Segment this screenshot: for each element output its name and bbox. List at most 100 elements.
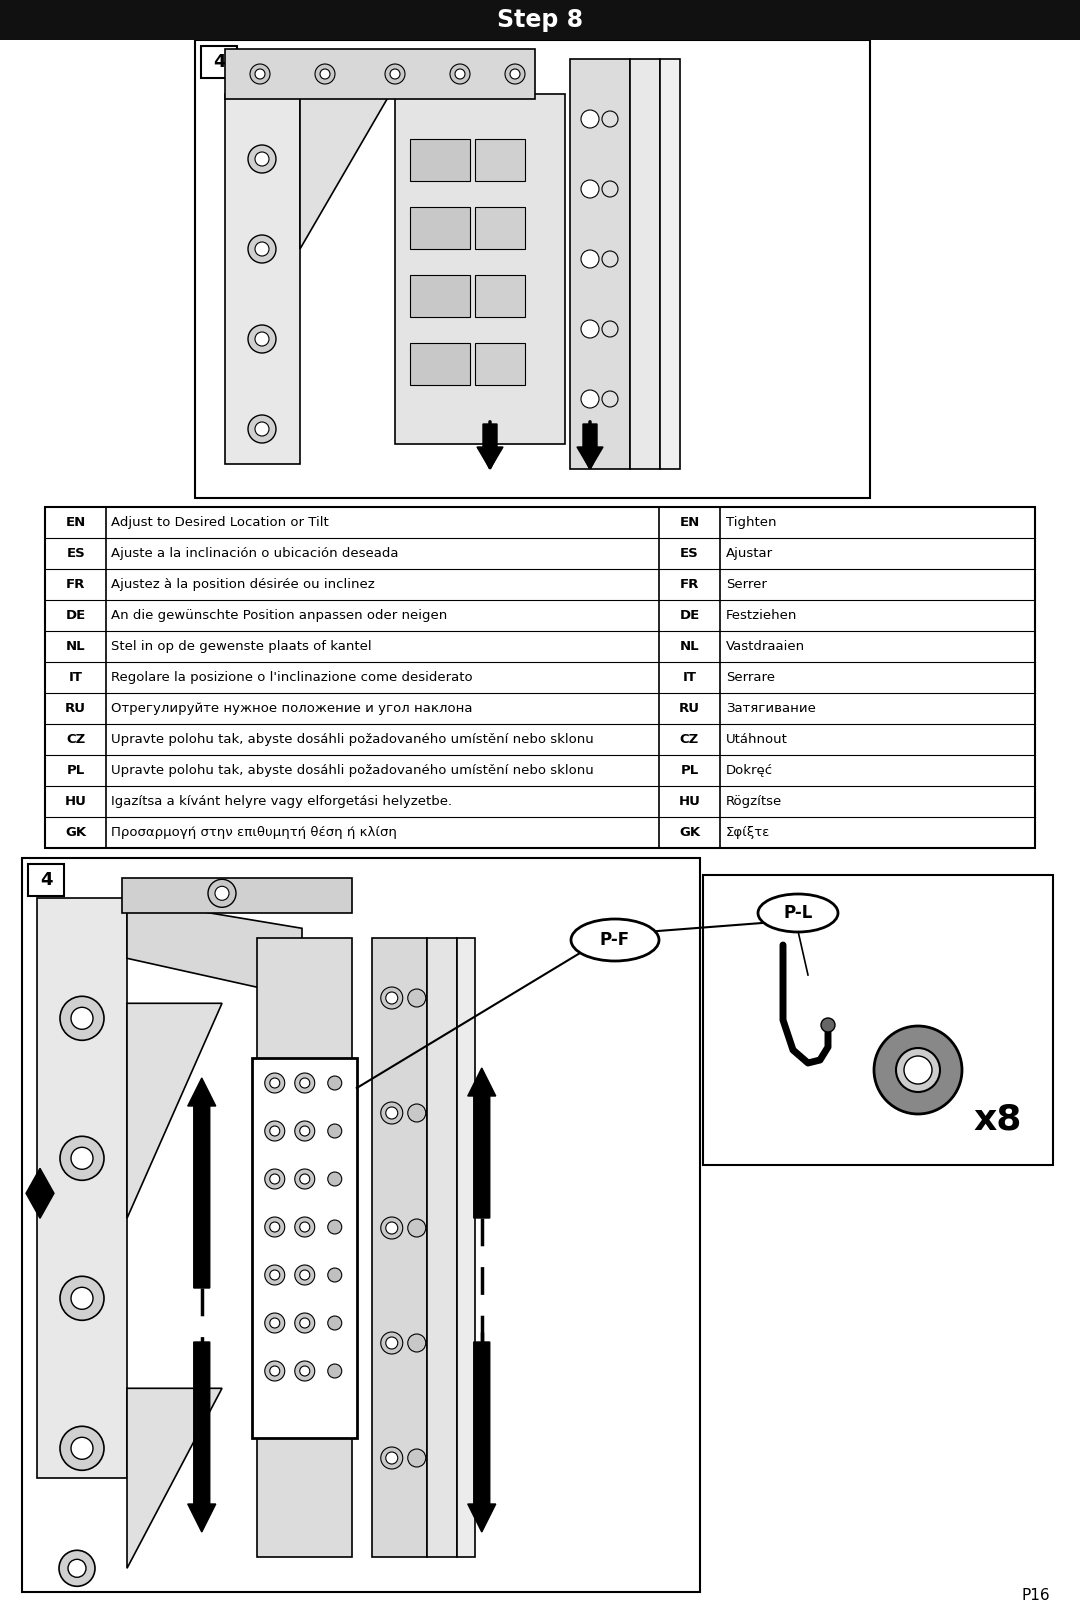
FancyArrow shape: [188, 1078, 216, 1288]
Text: Upravte polohu tak, abyste dosáhli požadovaného umístění nebo sklonu: Upravte polohu tak, abyste dosáhli požad…: [111, 764, 594, 777]
Polygon shape: [127, 1388, 222, 1568]
Ellipse shape: [758, 895, 838, 932]
Circle shape: [295, 1168, 314, 1189]
Bar: [257, 938, 352, 1557]
Bar: [372, 938, 427, 1557]
Circle shape: [300, 1175, 310, 1184]
Polygon shape: [300, 94, 390, 249]
Circle shape: [581, 251, 599, 269]
Text: NL: NL: [679, 641, 700, 654]
Text: An die gewünschte Position anpassen oder neigen: An die gewünschte Position anpassen oder…: [111, 608, 447, 621]
Circle shape: [249, 65, 270, 84]
Text: Rögzítse: Rögzítse: [726, 794, 782, 807]
Circle shape: [255, 332, 269, 346]
Circle shape: [265, 1265, 285, 1285]
Circle shape: [327, 1171, 341, 1186]
Bar: [252, 1058, 356, 1438]
Text: P-L: P-L: [783, 904, 812, 922]
Bar: [225, 94, 300, 464]
Circle shape: [208, 879, 237, 908]
Circle shape: [327, 1076, 341, 1091]
Circle shape: [386, 1336, 397, 1349]
Text: DE: DE: [66, 608, 85, 621]
Circle shape: [455, 70, 465, 79]
Circle shape: [581, 110, 599, 128]
Text: Ajustar: Ajustar: [726, 547, 773, 560]
Circle shape: [270, 1126, 280, 1136]
Circle shape: [904, 1057, 932, 1084]
Bar: [570, 58, 630, 469]
Circle shape: [60, 1427, 104, 1471]
Circle shape: [60, 997, 104, 1040]
Text: Serrer: Serrer: [726, 578, 767, 591]
Bar: [427, 938, 457, 1557]
Circle shape: [327, 1125, 341, 1137]
Bar: [630, 58, 660, 469]
Circle shape: [381, 1332, 403, 1354]
Circle shape: [71, 1437, 93, 1459]
Circle shape: [327, 1364, 341, 1379]
FancyArrow shape: [577, 424, 603, 469]
Circle shape: [381, 1102, 403, 1125]
Text: Προσαρμογή στην επιθυμητή θέση ή κλίση: Προσαρμογή στην επιθυμητή θέση ή κλίση: [111, 827, 397, 840]
Circle shape: [896, 1048, 940, 1092]
Circle shape: [255, 152, 269, 167]
Ellipse shape: [571, 919, 659, 961]
Circle shape: [602, 392, 618, 408]
Bar: [410, 139, 470, 181]
Text: Отрегулируйте нужное положение и угол наклона: Отрегулируйте нужное положение и угол на…: [111, 702, 473, 715]
Circle shape: [581, 320, 599, 338]
Circle shape: [581, 180, 599, 197]
Circle shape: [327, 1269, 341, 1281]
Text: ES: ES: [680, 547, 699, 560]
Bar: [22, 858, 700, 1592]
Text: 4: 4: [40, 870, 52, 888]
Circle shape: [248, 414, 276, 443]
Circle shape: [295, 1361, 314, 1382]
Bar: [225, 49, 535, 99]
Text: ES: ES: [66, 547, 85, 560]
Text: EN: EN: [679, 516, 700, 529]
Circle shape: [295, 1121, 314, 1141]
Circle shape: [327, 1220, 341, 1235]
Circle shape: [71, 1288, 93, 1309]
Text: EN: EN: [66, 516, 85, 529]
Bar: [475, 139, 525, 181]
Text: Adjust to Desired Location or Tilt: Adjust to Desired Location or Tilt: [111, 516, 329, 529]
Circle shape: [68, 1560, 86, 1578]
Text: Igazítsa a kívánt helyre vagy elforgetási helyzetbe.: Igazítsa a kívánt helyre vagy elforgetás…: [111, 794, 453, 807]
Bar: [457, 938, 475, 1557]
Circle shape: [386, 1451, 397, 1464]
Circle shape: [390, 70, 400, 79]
Circle shape: [320, 70, 330, 79]
Circle shape: [295, 1217, 314, 1238]
Text: Σφίξτε: Σφίξτε: [726, 827, 770, 840]
Text: Tighten: Tighten: [726, 516, 777, 529]
Text: Regolare la posizione o l'inclinazione come desiderato: Regolare la posizione o l'inclinazione c…: [111, 671, 473, 684]
Text: PL: PL: [680, 764, 699, 777]
Text: Serrare: Serrare: [726, 671, 775, 684]
Text: Dokręć: Dokręć: [726, 764, 773, 777]
Text: 4: 4: [213, 53, 226, 71]
Circle shape: [581, 390, 599, 408]
Bar: [201, 45, 237, 78]
Bar: [410, 343, 470, 385]
Text: IT: IT: [69, 671, 83, 684]
Circle shape: [60, 1277, 104, 1320]
Bar: [410, 207, 470, 249]
Circle shape: [505, 65, 525, 84]
Circle shape: [386, 1107, 397, 1120]
Circle shape: [510, 70, 519, 79]
Circle shape: [295, 1265, 314, 1285]
Circle shape: [381, 987, 403, 1010]
Circle shape: [602, 320, 618, 337]
Circle shape: [602, 112, 618, 126]
Circle shape: [265, 1361, 285, 1382]
Circle shape: [381, 1217, 403, 1239]
Text: HU: HU: [65, 794, 86, 807]
Circle shape: [300, 1126, 310, 1136]
Circle shape: [248, 146, 276, 173]
Bar: [475, 207, 525, 249]
Circle shape: [270, 1319, 280, 1328]
FancyArrow shape: [468, 1341, 496, 1532]
